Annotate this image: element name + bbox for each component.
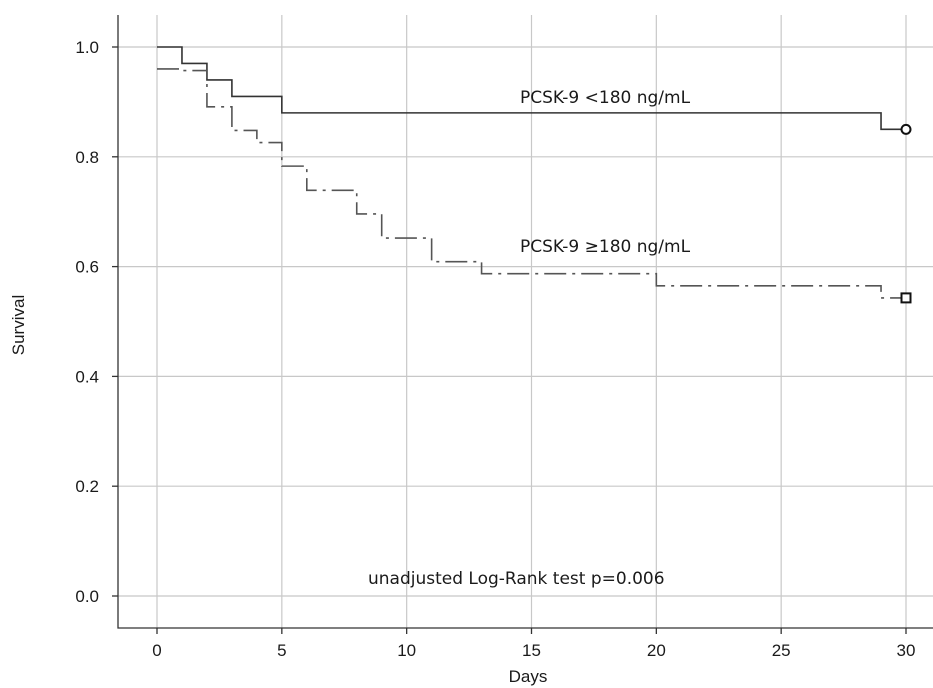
censor-marker-square [900, 292, 912, 304]
series-label-high: PCSK-9 ≥180 ng/mL [520, 237, 691, 257]
x-tick-label: 0 [152, 641, 161, 660]
x-tick-label: 30 [897, 641, 916, 660]
series-line-high [157, 68, 906, 299]
y-tick-label: 1.0 [75, 38, 99, 57]
y-tick-label: 0.8 [75, 148, 99, 167]
y-tick-label: 0.4 [75, 367, 99, 386]
series-label-low: PCSK-9 <180 ng/mL [520, 88, 691, 108]
plot-frame [117, 15, 933, 629]
x-tick-label: 10 [397, 641, 416, 660]
x-tick-label: 25 [772, 641, 791, 660]
x-tick-label: 5 [277, 641, 286, 660]
x-tick-label: 20 [647, 641, 666, 660]
x-axis-title: Days [509, 667, 548, 686]
axes [112, 15, 933, 634]
censor-marker-circle [900, 123, 912, 135]
tick-labels: 0 5 10 15 20 25 30 0.0 0.2 0.4 0.6 0.8 1.0 [75, 38, 915, 660]
series-line-low [157, 46, 906, 131]
y-tick-label: 0.0 [75, 587, 99, 606]
series [157, 46, 912, 304]
series-labels: PCSK-9 <180 ng/mL PCSK-9 ≥180 ng/mL [520, 88, 691, 257]
grid [118, 15, 933, 628]
y-tick-label: 0.2 [75, 477, 99, 496]
x-tick-label: 15 [522, 641, 541, 660]
y-axis-title: Survival [9, 295, 28, 355]
y-tick-label: 0.6 [75, 258, 99, 277]
log-rank-annotation: unadjusted Log-Rank test p=0.006 [368, 569, 665, 589]
